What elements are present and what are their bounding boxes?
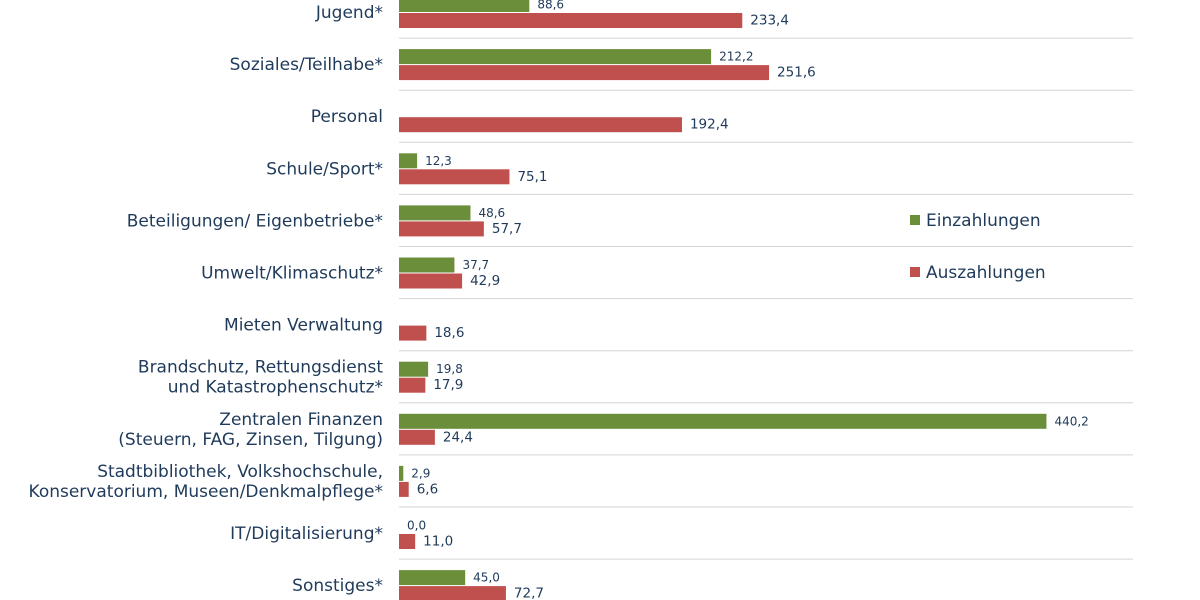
bar-einzahlungen-beteiligungen-eigenbetriebe bbox=[399, 205, 471, 221]
category-label-line: (Steuern, FAG, Zinsen, Tilgung) bbox=[118, 430, 383, 450]
value-label-auszahlungen-jugend: 233,4 bbox=[750, 13, 789, 29]
category-label-line: Sonstiges* bbox=[292, 576, 383, 596]
value-label-auszahlungen-mieten-verwaltung: 18,6 bbox=[434, 325, 464, 341]
category-label-line: IT/Digitalisierung* bbox=[230, 524, 383, 544]
category-label-line: und Katastrophenschutz* bbox=[168, 378, 383, 398]
category-label-jugend: Jugend* bbox=[315, 3, 383, 23]
category-label-line: Umwelt/Klimaschutz* bbox=[201, 264, 383, 284]
category-label-line: Soziales/Teilhabe* bbox=[230, 55, 383, 75]
bar-auszahlungen-brandschutz-rettungsdienst-und-katastrophenschutz bbox=[399, 377, 426, 393]
category-label-line: Zentralen Finanzen bbox=[219, 410, 383, 430]
legend-label-auszahlungen: Auszahlungen bbox=[926, 263, 1046, 283]
value-label-auszahlungen-umwelt-klimaschutz: 42,9 bbox=[470, 273, 500, 289]
legend-swatch-einzahlungen bbox=[910, 215, 920, 225]
bars-group bbox=[399, 0, 1047, 600]
bar-auszahlungen-soziales-teilhabe bbox=[399, 65, 770, 81]
value-label-einzahlungen-umwelt-klimaschutz: 37,7 bbox=[462, 258, 489, 272]
bar-auszahlungen-mieten-verwaltung bbox=[399, 325, 427, 341]
bar-auszahlungen-personal bbox=[399, 117, 682, 133]
bar-einzahlungen-umwelt-klimaschutz bbox=[399, 257, 455, 273]
category-label-line: Stadtbibliothek, Volkshochschule, bbox=[97, 462, 383, 482]
value-label-einzahlungen-beteiligungen-eigenbetriebe: 48,6 bbox=[478, 206, 505, 220]
value-label-auszahlungen-it-digitalisierung: 11,0 bbox=[423, 534, 453, 550]
category-label-personal: Personal bbox=[311, 107, 383, 127]
legend: Einzahlungen Auszahlungen bbox=[910, 211, 1046, 283]
value-label-auszahlungen-sonstiges: 72,7 bbox=[514, 586, 544, 600]
category-label-sonstiges: Sonstiges* bbox=[292, 576, 383, 596]
bar-auszahlungen-stadtbibliothek-volkshochschule-konservatorium-museen-denkmalpflege bbox=[399, 481, 409, 497]
bar-einzahlungen-brandschutz-rettungsdienst-und-katastrophenschutz bbox=[399, 361, 429, 377]
category-label-stadtbibliothek-volkshochschule-konservatorium-museen-denkmalpflege: Stadtbibliothek, Volkshochschule, Konserv… bbox=[29, 462, 383, 502]
category-label-line: Beteiligungen/ Eigenbetriebe* bbox=[127, 211, 383, 231]
value-label-auszahlungen-brandschutz-rettungsdienst-und-katastrophenschutz: 17,9 bbox=[433, 377, 463, 393]
category-label-umwelt-klimaschutz: Umwelt/Klimaschutz* bbox=[201, 264, 383, 284]
bar-auszahlungen-zentralen-finanzen-steuern-fag-zinsen-tilgung bbox=[399, 429, 435, 445]
category-label-line: Schule/Sport* bbox=[266, 159, 383, 179]
value-label-einzahlungen-sonstiges: 45,0 bbox=[473, 571, 500, 585]
category-label-beteiligungen-eigenbetriebe: Beteiligungen/ Eigenbetriebe* bbox=[127, 211, 383, 231]
bar-auszahlungen-beteiligungen-eigenbetriebe bbox=[399, 221, 484, 237]
value-label-auszahlungen-personal: 192,4 bbox=[690, 117, 729, 133]
value-label-einzahlungen-brandschutz-rettungsdienst-und-katastrophenschutz: 19,8 bbox=[436, 362, 463, 376]
category-label-soziales-teilhabe: Soziales/Teilhabe* bbox=[230, 55, 383, 75]
category-label-brandschutz-rettungsdienst-und-katastrophenschutz: Brandschutz, Rettungsdienst und Katastrop… bbox=[138, 358, 383, 398]
category-label-it-digitalisierung: IT/Digitalisierung* bbox=[230, 524, 383, 544]
bar-auszahlungen-schule-sport bbox=[399, 169, 510, 185]
value-label-auszahlungen-stadtbibliothek-volkshochschule-konservatorium-museen-denkmalpflege: 6,6 bbox=[417, 481, 438, 497]
category-label-line: Konservatorium, Museen/Denkmalpflege* bbox=[29, 482, 383, 502]
value-label-einzahlungen-zentralen-finanzen-steuern-fag-zinsen-tilgung: 440,2 bbox=[1054, 414, 1088, 428]
value-label-einzahlungen-jugend: 88,6 bbox=[537, 0, 564, 12]
bar-auszahlungen-jugend bbox=[399, 13, 743, 28]
legend-swatch-auszahlungen bbox=[910, 267, 920, 277]
value-label-einzahlungen-schule-sport: 12,3 bbox=[425, 154, 452, 168]
legend-label-einzahlungen: Einzahlungen bbox=[926, 211, 1041, 231]
value-label-einzahlungen-soziales-teilhabe: 212,2 bbox=[719, 50, 753, 64]
bar-auszahlungen-it-digitalisierung bbox=[399, 534, 416, 549]
category-label-line: Brandschutz, Rettungsdienst bbox=[138, 358, 383, 378]
category-label-zentralen-finanzen-steuern-fag-zinsen-tilgung: Zentralen Finanzen (Steuern, FAG, Zinsen,… bbox=[118, 410, 383, 450]
bar-einzahlungen-zentralen-finanzen-steuern-fag-zinsen-tilgung bbox=[399, 413, 1047, 429]
value-label-auszahlungen-beteiligungen-eigenbetriebe: 57,7 bbox=[492, 221, 522, 237]
value-label-auszahlungen-schule-sport: 75,1 bbox=[517, 169, 547, 185]
value-label-auszahlungen-zentralen-finanzen-steuern-fag-zinsen-tilgung: 24,4 bbox=[443, 429, 473, 445]
category-separators bbox=[399, 37, 1133, 560]
value-label-einzahlungen-it-digitalisierung: 0,0 bbox=[407, 519, 426, 533]
category-label-line: Jugend* bbox=[315, 3, 383, 23]
bar-einzahlungen-sonstiges bbox=[399, 570, 466, 586]
bar-einzahlungen-stadtbibliothek-volkshochschule-konservatorium-museen-denkmalpflege bbox=[399, 465, 404, 481]
value-label-einzahlungen-stadtbibliothek-volkshochschule-konservatorium-museen-denkmalpflege: 2,9 bbox=[411, 466, 430, 480]
bar-auszahlungen-sonstiges bbox=[399, 586, 506, 600]
category-labels-group: Jugend* Soziales/Teilhabe* Personal Schule/… bbox=[29, 3, 384, 596]
value-labels-group: 88,6 233,4 212,2 251,6 192,4 12,3 75,1 48,657,7… bbox=[407, 0, 1089, 600]
bar-einzahlungen-schule-sport bbox=[399, 153, 418, 169]
category-label-mieten-verwaltung: Mieten Verwaltung bbox=[224, 316, 383, 336]
category-label-line: Personal bbox=[311, 107, 383, 127]
bar-einzahlungen-soziales-teilhabe bbox=[399, 49, 712, 65]
value-label-auszahlungen-soziales-teilhabe: 251,6 bbox=[777, 65, 816, 81]
bar-einzahlungen-jugend bbox=[399, 0, 530, 12]
bar-auszahlungen-umwelt-klimaschutz bbox=[399, 273, 463, 289]
category-label-schule-sport: Schule/Sport* bbox=[266, 159, 383, 179]
category-label-line: Mieten Verwaltung bbox=[224, 316, 383, 336]
